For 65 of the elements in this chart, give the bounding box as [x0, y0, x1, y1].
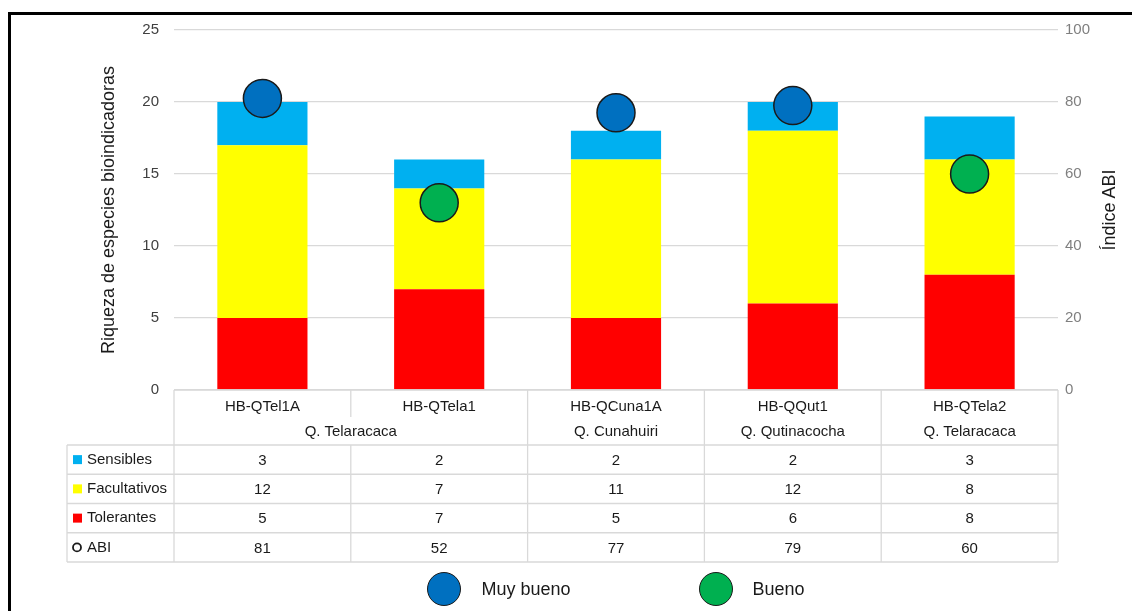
x-tick-label: HB-QTela2 — [932, 397, 1007, 415]
legend-label: ABI — [87, 537, 112, 555]
y-tick-label: 0 — [150, 380, 159, 398]
bar — [924, 116, 1015, 160]
bar — [747, 303, 838, 390]
y2-tick-label: 60 — [1065, 164, 1082, 182]
y2-axis-title: Índice ABI — [1098, 169, 1119, 251]
y-tick-label: 25 — [142, 20, 159, 38]
bar — [217, 145, 308, 318]
data-label: 12 — [254, 480, 271, 498]
data-label: 2 — [611, 450, 621, 468]
x-tick-label: HB-QQut1 — [757, 397, 828, 415]
y2-tick-label: 80 — [1065, 92, 1082, 110]
y-axis-title: Riqueza de especies bioindicadoras — [97, 65, 118, 355]
bar — [394, 159, 485, 189]
data-label: 3 — [965, 450, 974, 468]
bar — [570, 159, 662, 318]
legend-label: Sensibles — [87, 449, 153, 467]
text: Q. Cunahuiri — [573, 422, 659, 440]
x-tick-label: HB-QTela1 — [402, 397, 476, 415]
x-tick-label: HB-QTel1A — [224, 397, 300, 415]
data-label: 12 — [784, 480, 802, 498]
text: Q. Telaracaca — [923, 422, 1017, 440]
data-label: 7 — [435, 480, 444, 498]
point — [596, 93, 636, 133]
text: Q. Telaracaca — [304, 422, 398, 440]
text: Muy bueno — [481, 578, 571, 599]
bar — [570, 318, 662, 390]
bar — [570, 130, 662, 160]
data-label: 2 — [435, 450, 444, 468]
data-label: 6 — [788, 509, 797, 527]
text: Bueno — [752, 578, 805, 599]
legend-label: Tolerantes — [87, 508, 157, 526]
bar — [217, 318, 308, 390]
y-tick-label: 5 — [150, 308, 159, 326]
data-label: 52 — [430, 538, 448, 556]
y2-tick-label: 0 — [1065, 380, 1074, 398]
y2-tick-label: 40 — [1065, 236, 1082, 254]
data-label: 79 — [784, 538, 802, 556]
data-label: 11 — [608, 480, 624, 498]
bar — [747, 130, 838, 304]
data-label: 2 — [788, 450, 797, 468]
y-tick-label: 20 — [142, 92, 159, 110]
legend-label: Facultativos — [87, 479, 168, 497]
point — [949, 154, 990, 194]
data-label: 5 — [258, 509, 267, 527]
data-label: 3 — [258, 450, 267, 468]
y-tick-label: 10 — [142, 236, 159, 254]
bar — [924, 274, 1015, 390]
x-tick-label: HB-QCuna1A — [570, 397, 662, 415]
text: Q. Qutinacocha — [740, 422, 846, 440]
data-label: 60 — [961, 538, 978, 556]
data-label: 81 — [254, 538, 271, 556]
y2-tick-label: 100 — [1065, 20, 1091, 38]
data-label: 5 — [611, 509, 621, 527]
y2-tick-label: 20 — [1065, 308, 1082, 326]
data-label: 8 — [965, 480, 974, 498]
point — [242, 78, 283, 119]
point — [419, 183, 459, 223]
y-tick-label: 15 — [142, 164, 159, 182]
point — [773, 85, 813, 126]
data-label: 8 — [965, 509, 974, 527]
data-label: 77 — [607, 538, 625, 556]
data-label: 7 — [435, 509, 444, 527]
bar — [394, 289, 485, 390]
